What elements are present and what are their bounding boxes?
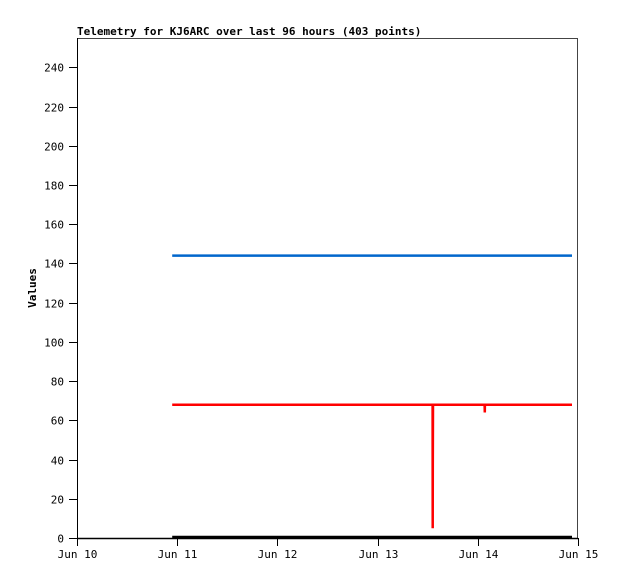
x-tick-label: Jun 14	[459, 548, 499, 561]
series-line-1	[172, 403, 572, 529]
y-tick-label: 200	[44, 141, 64, 154]
y-tick-label: 20	[51, 494, 64, 507]
x-tick-label: Jun 10	[58, 548, 98, 561]
x-tick-label: Jun 11	[158, 548, 198, 561]
y-tick-label: 180	[44, 180, 64, 193]
y-tick-label: 80	[51, 376, 64, 389]
y-tick-label: 60	[51, 415, 64, 428]
y-tick-label: 0	[57, 533, 64, 546]
y-tick-label: 40	[51, 455, 64, 468]
x-tick-label: Jun 13	[359, 548, 399, 561]
y-tick-label: 100	[44, 337, 64, 350]
y-tick-label: 220	[44, 102, 64, 115]
y-tick-label: 160	[44, 219, 64, 232]
x-tick-label: Jun 12	[258, 548, 298, 561]
chart-title: Telemetry for KJ6ARC over last 96 hours …	[77, 25, 421, 38]
x-tick-label: Jun 15	[559, 548, 599, 561]
y-tick-label: 140	[44, 258, 64, 271]
y-axis-label: Values	[26, 268, 39, 308]
y-tick-label: 240	[44, 62, 64, 75]
y-tick-label: 120	[44, 298, 64, 311]
plot-frame	[77, 38, 578, 539]
